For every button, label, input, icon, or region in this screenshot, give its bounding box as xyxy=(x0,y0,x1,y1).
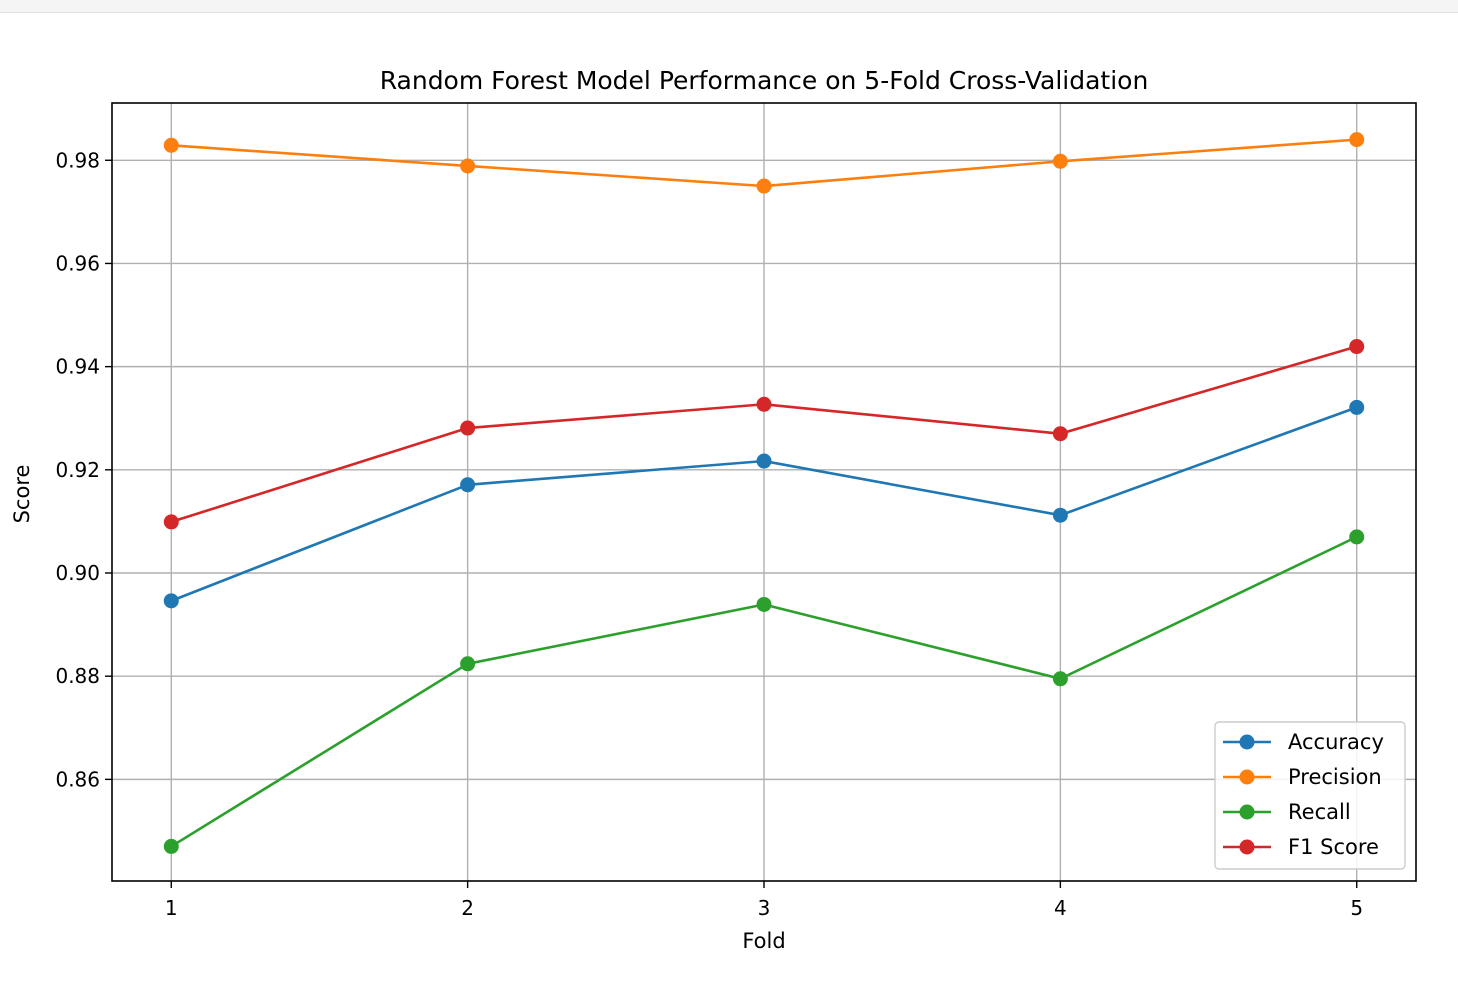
x-tick-label: 5 xyxy=(1350,896,1363,920)
y-tick-label: 0.90 xyxy=(55,561,100,585)
legend-item-precision: Precision xyxy=(1223,765,1382,789)
data-point-recall xyxy=(460,656,476,672)
y-axis-ticks: 0.86 0.88 0.90 0.92 0.94 0.96 0.98 xyxy=(55,148,112,791)
data-point-recall xyxy=(1052,671,1068,687)
data-point-f1-score xyxy=(1349,339,1365,355)
y-tick-label: 0.98 xyxy=(55,148,100,172)
data-point-recall xyxy=(1349,529,1365,545)
series-layer xyxy=(163,132,1365,854)
legend-label-accuracy: Accuracy xyxy=(1288,730,1384,754)
data-point-recall xyxy=(163,838,179,854)
legend-item-accuracy: Accuracy xyxy=(1223,730,1384,754)
y-tick-label: 0.92 xyxy=(55,458,100,482)
data-point-precision xyxy=(163,137,179,153)
y-tick-label: 0.96 xyxy=(55,251,100,275)
x-tick-label: 2 xyxy=(461,896,474,920)
legend-item-f1-score: F1 Score xyxy=(1223,835,1379,859)
x-axis-label: Fold xyxy=(742,929,785,953)
data-point-precision xyxy=(460,158,476,174)
data-point-precision xyxy=(1349,132,1365,148)
data-point-accuracy xyxy=(460,477,476,493)
legend-label-recall: Recall xyxy=(1288,800,1351,824)
chart-title: Random Forest Model Performance on 5-Fol… xyxy=(380,66,1149,95)
series-f1-score xyxy=(163,339,1365,530)
legend-label-f1-score: F1 Score xyxy=(1288,835,1379,859)
series-recall xyxy=(163,529,1365,854)
x-axis-ticks: 1 2 3 4 5 xyxy=(165,881,1363,920)
data-point-recall xyxy=(756,596,772,612)
data-point-accuracy xyxy=(1349,399,1365,415)
legend-box xyxy=(1214,721,1406,870)
y-tick-label: 0.88 xyxy=(55,664,100,688)
legend-marker-recall xyxy=(1239,804,1255,820)
series-precision xyxy=(163,132,1365,194)
data-point-precision xyxy=(756,178,772,194)
grid xyxy=(112,103,1416,881)
x-tick-label: 1 xyxy=(165,896,178,920)
data-point-f1-score xyxy=(1052,426,1068,442)
data-point-accuracy xyxy=(1052,507,1068,523)
y-tick-label: 0.94 xyxy=(55,355,100,379)
legend: Accuracy Precision Recall F1 Score xyxy=(1214,721,1406,870)
y-tick-label: 0.86 xyxy=(55,767,100,791)
data-point-f1-score xyxy=(163,514,179,530)
data-point-f1-score xyxy=(460,420,476,436)
legend-item-recall: Recall xyxy=(1223,800,1351,824)
legend-label-precision: Precision xyxy=(1288,765,1382,789)
x-tick-label: 4 xyxy=(1054,896,1067,920)
legend-marker-accuracy xyxy=(1239,734,1255,750)
data-point-precision xyxy=(1052,153,1068,169)
legend-marker-precision xyxy=(1239,769,1255,785)
top-strip xyxy=(0,0,1458,13)
legend-marker-f1-score xyxy=(1239,839,1255,855)
data-point-accuracy xyxy=(163,593,179,609)
data-point-f1-score xyxy=(756,396,772,412)
data-point-accuracy xyxy=(756,453,772,469)
x-tick-label: 3 xyxy=(758,896,771,920)
series-accuracy xyxy=(163,399,1365,609)
y-axis-label: Score xyxy=(10,465,34,524)
